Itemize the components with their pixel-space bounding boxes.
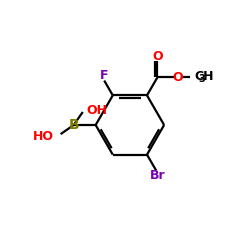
Text: O: O — [152, 50, 163, 63]
Text: B: B — [68, 118, 79, 132]
Text: 3: 3 — [199, 74, 205, 84]
Text: Br: Br — [150, 169, 165, 182]
Text: O: O — [172, 71, 183, 84]
Text: OH: OH — [86, 104, 107, 117]
Text: HO: HO — [33, 130, 54, 142]
Text: F: F — [100, 69, 108, 82]
Text: CH: CH — [194, 70, 214, 83]
